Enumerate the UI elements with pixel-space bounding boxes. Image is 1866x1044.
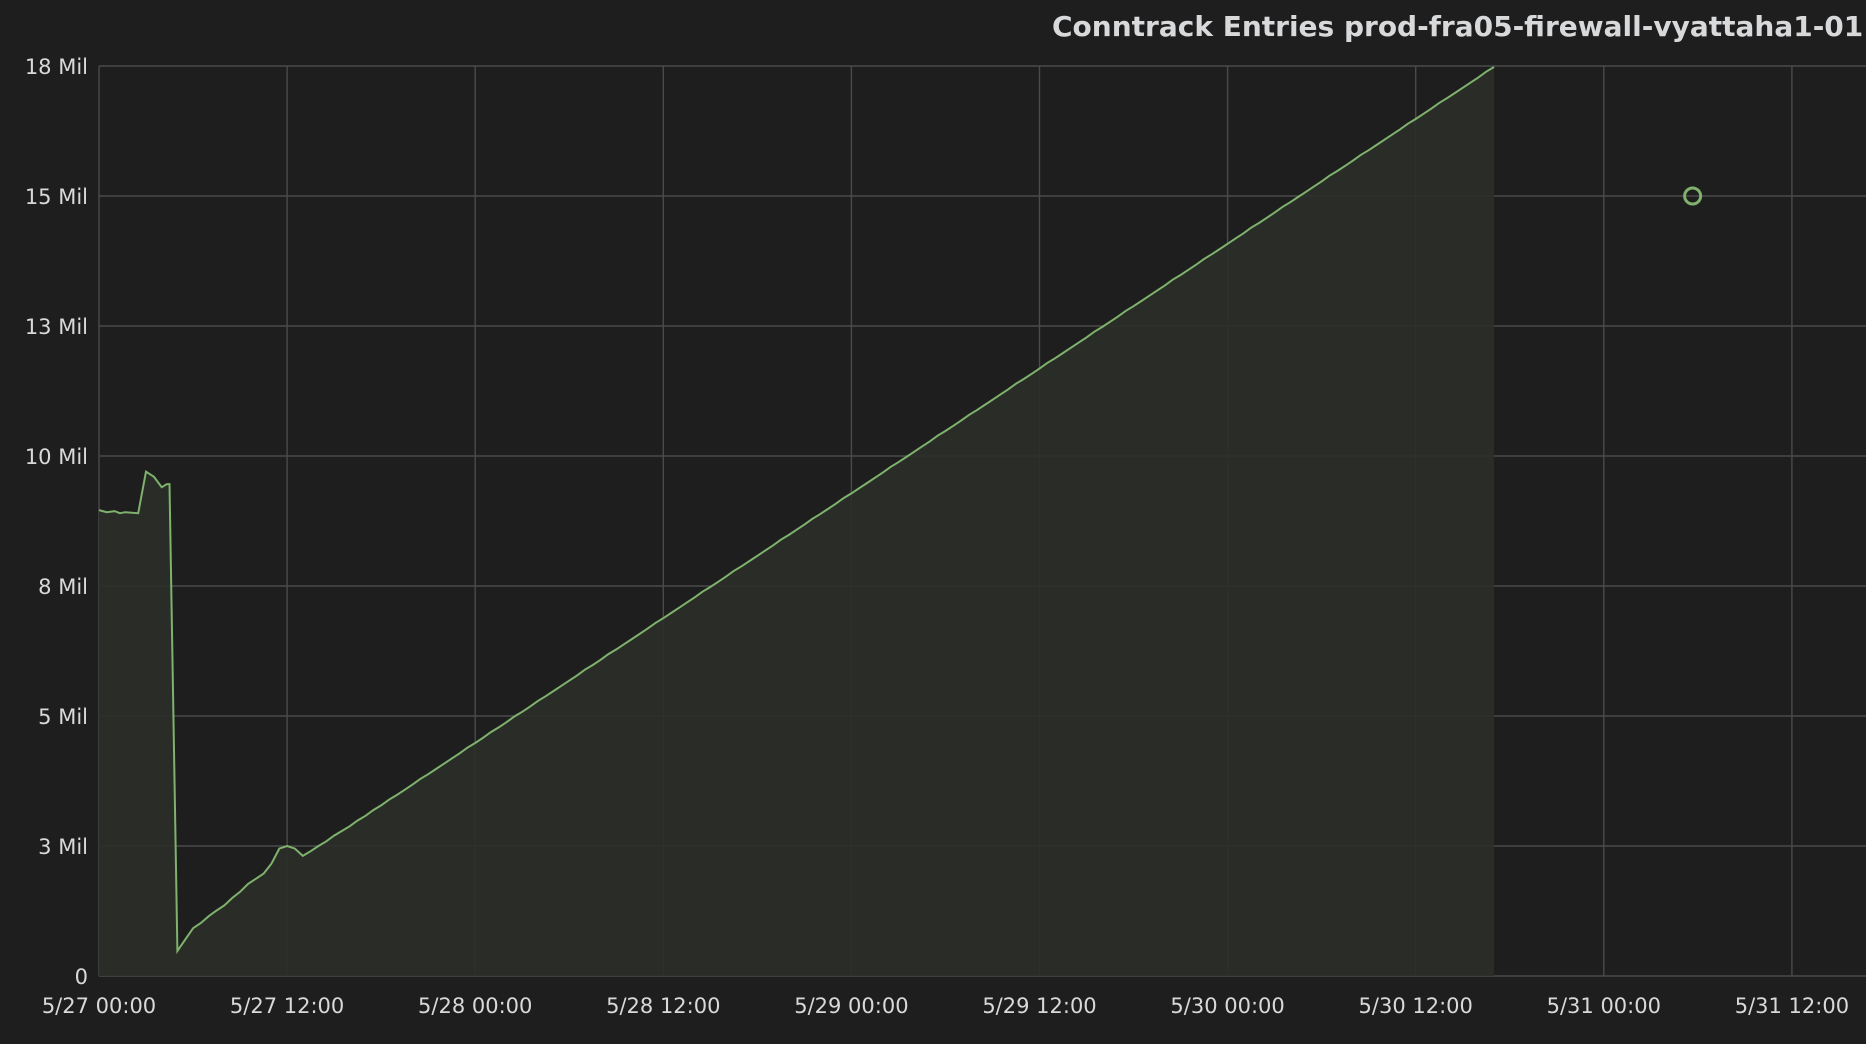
- hover-point-marker: [1683, 186, 1703, 206]
- x-tick-label: 5/30 12:00: [1359, 994, 1473, 1018]
- x-tick-label: 5/27 12:00: [230, 994, 344, 1018]
- y-tick-label: 5 Mil: [38, 705, 88, 729]
- y-tick-label: 18 Mil: [25, 55, 88, 79]
- x-tick-label: 5/31 12:00: [1735, 994, 1849, 1018]
- x-tick-label: 5/27 00:00: [42, 994, 156, 1018]
- y-tick-label: 13 Mil: [25, 315, 88, 339]
- x-tick-label: 5/28 00:00: [418, 994, 532, 1018]
- x-tick-label: 5/28 12:00: [606, 994, 720, 1018]
- series-line: [98, 66, 1495, 955]
- x-tick-label: 5/29 12:00: [982, 994, 1096, 1018]
- y-tick-label: 8 Mil: [38, 575, 88, 599]
- y-tick-label: 0: [75, 965, 88, 989]
- x-tick-label: 5/31 00:00: [1547, 994, 1661, 1018]
- y-tick-label: 10 Mil: [25, 445, 88, 469]
- y-tick-label: 15 Mil: [25, 185, 88, 209]
- series-area: [99, 67, 1495, 976]
- x-tick-label: 5/29 00:00: [794, 994, 908, 1018]
- y-tick-label: 3 Mil: [38, 835, 88, 859]
- x-tick-label: 5/30 00:00: [1170, 994, 1284, 1018]
- chart-title: Conntrack Entries prod-fra05-firewall-vy…: [1052, 10, 1864, 43]
